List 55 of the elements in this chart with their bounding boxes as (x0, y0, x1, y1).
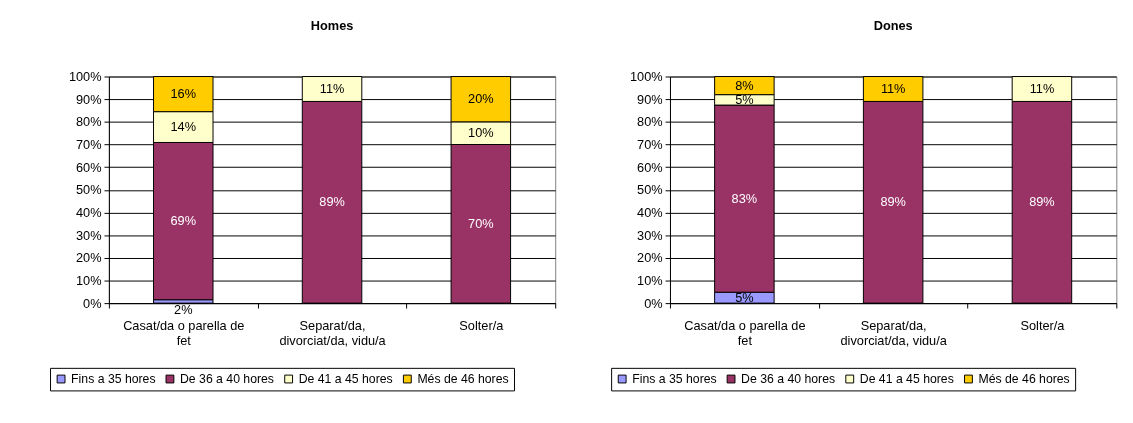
data-label: 11% (319, 80, 345, 96)
legend-label: Més de 46 hores (417, 371, 509, 386)
y-tick-label: 10% (76, 272, 102, 288)
x-tick-label: Casat/da o parella de fet (684, 318, 806, 348)
data-label: 5% (735, 91, 754, 107)
legend-label: Fins a 35 hores (632, 371, 717, 386)
y-tick-label: 100% (68, 68, 102, 84)
data-label: 70% (468, 215, 494, 231)
x-tick-label: Solter/a (459, 318, 505, 334)
y-tick-label: 70% (76, 136, 102, 152)
legend-label: De 41 a 45 hores (298, 371, 393, 386)
y-tick-label: 20% (76, 250, 102, 266)
data-label: 10% (468, 125, 494, 141)
x-tick-label: Solter/a (1020, 318, 1066, 334)
y-tick-label: 60% (76, 159, 102, 175)
data-label: 89% (319, 194, 345, 210)
y-tick-label: 100% (630, 68, 663, 84)
data-label: 83% (731, 190, 758, 206)
y-tick-label: 40% (76, 204, 102, 220)
y-tick-label: 90% (637, 91, 663, 107)
data-label: 89% (880, 194, 906, 210)
data-label: 89% (1029, 194, 1055, 210)
data-label: 14% (170, 118, 197, 134)
chart-title: Dones (873, 18, 913, 34)
data-label: 11% (1029, 80, 1055, 96)
y-tick-label: 30% (76, 227, 102, 243)
y-tick-label: 40% (637, 204, 663, 220)
data-label: 16% (170, 86, 197, 102)
legend-label: De 41 a 45 hores (859, 371, 954, 386)
legend-label: Fins a 35 hores (71, 371, 156, 386)
y-tick-label: 80% (76, 114, 102, 130)
y-tick-label: 0% (644, 295, 663, 311)
y-tick-label: 50% (76, 182, 102, 198)
data-label: 2% (174, 301, 193, 317)
data-label: 11% (880, 80, 906, 96)
y-tick-label: 70% (637, 136, 663, 152)
y-tick-label: 60% (637, 159, 663, 175)
x-tick-label: Separat/da, divorciat/da, vidu/a (279, 318, 387, 348)
x-tick-label: Casat/da o parella de fet (123, 318, 245, 348)
data-label: 69% (170, 213, 197, 229)
y-tick-label: 80% (637, 114, 663, 130)
y-tick-label: 90% (76, 91, 102, 107)
data-label: 20% (468, 91, 494, 107)
y-tick-label: 0% (83, 295, 102, 311)
data-label: 8% (735, 77, 754, 93)
chart-title: Homes (310, 18, 354, 34)
x-tick-label: Separat/da, divorciat/da, vidu/a (840, 318, 948, 348)
y-tick-label: 10% (637, 272, 663, 288)
y-tick-label: 20% (637, 250, 663, 266)
legend-label: De 36 a 40 hores (741, 371, 836, 386)
data-label: 5% (735, 289, 754, 305)
y-tick-label: 50% (637, 182, 663, 198)
y-tick-label: 30% (637, 227, 663, 243)
legend-label: Més de 46 hores (978, 371, 1070, 386)
legend-label: De 36 a 40 hores (180, 371, 274, 386)
